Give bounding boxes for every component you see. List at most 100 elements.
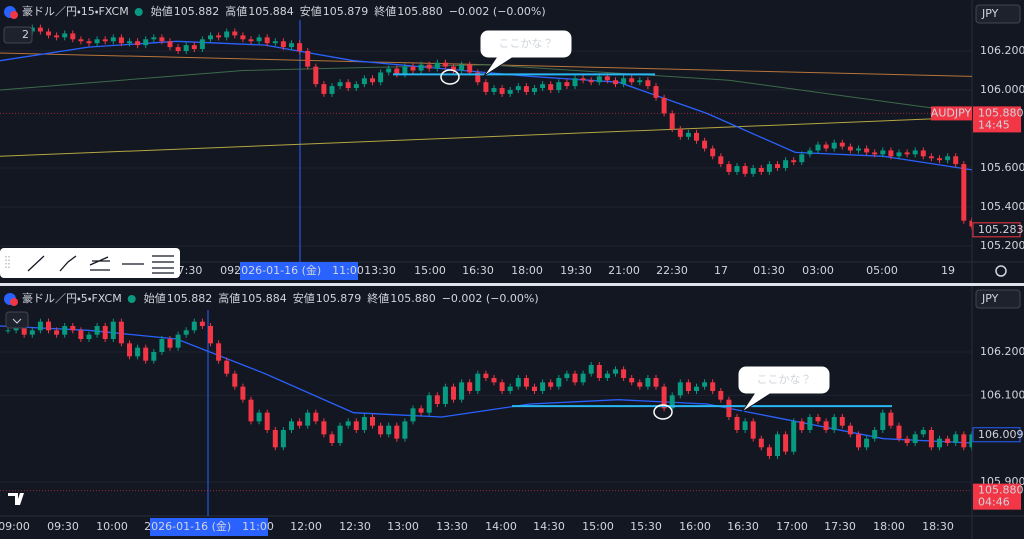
candle bbox=[856, 148, 861, 151]
candle bbox=[418, 408, 424, 413]
symbol-icon-flag bbox=[10, 298, 18, 306]
candle bbox=[799, 421, 805, 430]
candle bbox=[418, 64, 424, 71]
drag-handle[interactable] bbox=[5, 256, 10, 270]
candle bbox=[386, 68, 392, 73]
candle bbox=[402, 66, 408, 75]
fib-tool[interactable] bbox=[89, 256, 110, 271]
candle bbox=[613, 80, 618, 85]
candle bbox=[864, 438, 870, 448]
candle bbox=[880, 412, 886, 430]
time-tick-label: 16:30 bbox=[462, 264, 494, 277]
candle bbox=[548, 84, 554, 90]
candle bbox=[661, 97, 667, 114]
candle bbox=[191, 321, 197, 331]
candle bbox=[839, 142, 845, 147]
candle bbox=[831, 142, 837, 149]
candle bbox=[661, 386, 667, 409]
candle bbox=[718, 390, 724, 400]
candle bbox=[677, 129, 683, 137]
candle bbox=[807, 416, 813, 430]
ohlc-value: 105.882 bbox=[167, 292, 213, 305]
collapse-button[interactable] bbox=[5, 311, 29, 329]
candle bbox=[70, 33, 76, 40]
candle bbox=[475, 72, 481, 83]
candle bbox=[118, 321, 124, 344]
time-tick-label: 22:30 bbox=[656, 264, 688, 277]
candle bbox=[451, 66, 456, 71]
time-tick-label: 05:00 bbox=[866, 264, 898, 277]
callout-bubble bbox=[479, 29, 573, 77]
candle bbox=[37, 321, 43, 331]
ohlc-label: 高値 bbox=[225, 4, 247, 18]
candle bbox=[94, 326, 100, 335]
candle bbox=[596, 364, 602, 378]
candle bbox=[297, 421, 303, 426]
time-tick-label: 10:00 bbox=[96, 520, 128, 533]
cursor-time-box bbox=[150, 518, 268, 536]
candle bbox=[653, 86, 659, 98]
currency-button[interactable] bbox=[975, 4, 1021, 24]
candle bbox=[694, 132, 699, 141]
cursor-time-label: 2026-01-16 (金) 11:00 bbox=[144, 520, 274, 533]
indicator-toggle[interactable] bbox=[3, 26, 33, 44]
candle bbox=[920, 429, 926, 435]
candle bbox=[483, 373, 489, 378]
symbol-icon-flag bbox=[10, 11, 18, 19]
parallel-tool[interactable] bbox=[152, 255, 174, 274]
candle bbox=[62, 33, 68, 38]
candle bbox=[945, 156, 951, 161]
price-badge bbox=[972, 427, 1021, 443]
time-tick-label: 09: bbox=[220, 264, 238, 277]
candle bbox=[742, 166, 748, 174]
candle bbox=[491, 377, 497, 383]
candle bbox=[370, 78, 375, 83]
candle bbox=[953, 156, 959, 165]
candle bbox=[839, 416, 845, 426]
candle bbox=[515, 86, 521, 90]
candle bbox=[434, 62, 440, 69]
candle bbox=[515, 377, 521, 387]
candle bbox=[272, 429, 278, 448]
candle bbox=[29, 330, 35, 335]
candle bbox=[442, 62, 448, 67]
candle bbox=[872, 429, 878, 439]
candle bbox=[191, 45, 197, 50]
callout-bubble bbox=[737, 365, 831, 413]
candle bbox=[467, 382, 473, 391]
candle bbox=[467, 64, 473, 73]
trendline-tool[interactable] bbox=[27, 255, 45, 272]
currency-button[interactable] bbox=[975, 289, 1021, 309]
time-tick-label: 01:30 bbox=[753, 264, 785, 277]
candle bbox=[345, 421, 351, 426]
candle bbox=[54, 35, 60, 38]
ohlc-label: 安値 bbox=[300, 5, 322, 18]
time-tick-label: 03:00 bbox=[802, 264, 834, 277]
panel-separator bbox=[0, 283, 1024, 286]
candle bbox=[637, 80, 643, 83]
candle bbox=[750, 421, 756, 439]
ray-tool[interactable] bbox=[59, 255, 77, 272]
last-price-badge bbox=[973, 483, 1021, 510]
candle bbox=[750, 168, 756, 174]
ohlc-label: 始値 bbox=[151, 4, 173, 18]
candle bbox=[888, 150, 894, 157]
candle bbox=[183, 330, 189, 335]
candle bbox=[329, 86, 335, 94]
ohlc-value: 105.882 bbox=[174, 5, 220, 18]
candle bbox=[572, 78, 578, 87]
change-value: −0.002 (−0.00%) bbox=[449, 5, 546, 18]
time-tick-label: 15:00 bbox=[414, 264, 446, 277]
price-badge bbox=[972, 222, 1021, 238]
candle bbox=[305, 412, 311, 426]
candle bbox=[353, 84, 359, 89]
candle bbox=[183, 45, 189, 51]
candle bbox=[102, 326, 108, 340]
settings-icon[interactable] bbox=[995, 265, 1007, 277]
candle bbox=[337, 82, 343, 87]
cursor-time-label: 2026-01-16 (金) 11:00 bbox=[234, 264, 364, 277]
candle bbox=[175, 47, 181, 51]
